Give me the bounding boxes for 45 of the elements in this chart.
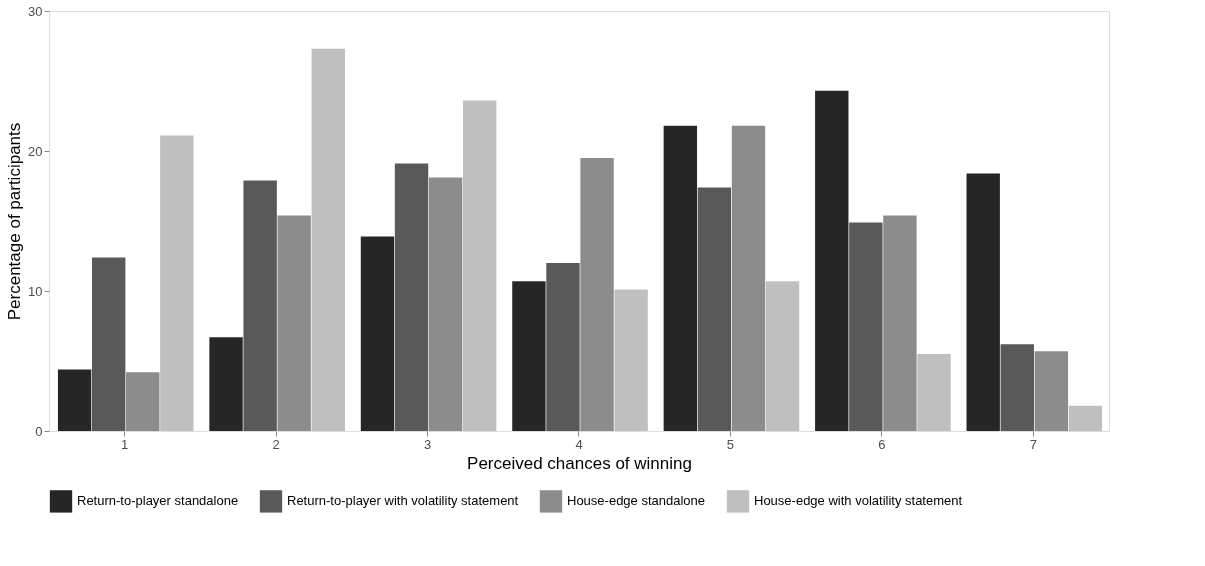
x-tick-label: 6 bbox=[878, 436, 886, 452]
bar bbox=[160, 135, 194, 431]
x-axis-title: Perceived chances of winning bbox=[467, 453, 692, 473]
x-tick-label: 2 bbox=[272, 436, 280, 452]
y-tick-label: 0 bbox=[35, 423, 43, 439]
x-tick-label: 7 bbox=[1029, 436, 1037, 452]
bar bbox=[1000, 344, 1034, 431]
bar bbox=[580, 158, 614, 431]
bar bbox=[277, 215, 311, 431]
bar bbox=[815, 90, 849, 431]
y-axis-title: Percentage of participants bbox=[5, 122, 25, 321]
bar bbox=[1068, 405, 1103, 431]
y-tick-label: 10 bbox=[28, 283, 43, 299]
bar bbox=[697, 187, 732, 431]
x-tick-label: 4 bbox=[575, 436, 583, 452]
bar bbox=[126, 372, 160, 431]
bar bbox=[394, 163, 429, 431]
bar bbox=[917, 354, 951, 431]
bar bbox=[209, 337, 243, 431]
bar bbox=[360, 236, 395, 431]
bar bbox=[512, 281, 546, 431]
bar bbox=[765, 281, 800, 431]
bar bbox=[731, 125, 766, 431]
bar bbox=[614, 289, 648, 431]
y-tick-label: 20 bbox=[28, 143, 43, 159]
legend-label: House-edge standalone bbox=[567, 493, 706, 509]
bar bbox=[849, 222, 883, 431]
bar bbox=[546, 263, 580, 431]
bar bbox=[243, 180, 277, 431]
bar bbox=[663, 125, 698, 431]
legend-label: Return-to-player with volatility statement bbox=[287, 493, 519, 509]
bar bbox=[966, 173, 1000, 431]
legend-label: Return-to-player standalone bbox=[77, 493, 239, 509]
legend-label: House-edge with volatility statement bbox=[754, 493, 963, 509]
bar bbox=[92, 257, 126, 431]
x-tick-label: 5 bbox=[726, 436, 735, 452]
x-tick-label: 3 bbox=[423, 436, 432, 452]
bar bbox=[883, 215, 917, 431]
bar bbox=[1034, 351, 1069, 431]
bar bbox=[311, 48, 345, 431]
bar bbox=[463, 100, 497, 431]
y-tick-label: 30 bbox=[28, 3, 43, 19]
bar bbox=[57, 369, 92, 431]
x-tick-label: 1 bbox=[121, 436, 129, 452]
bar bbox=[428, 177, 463, 431]
